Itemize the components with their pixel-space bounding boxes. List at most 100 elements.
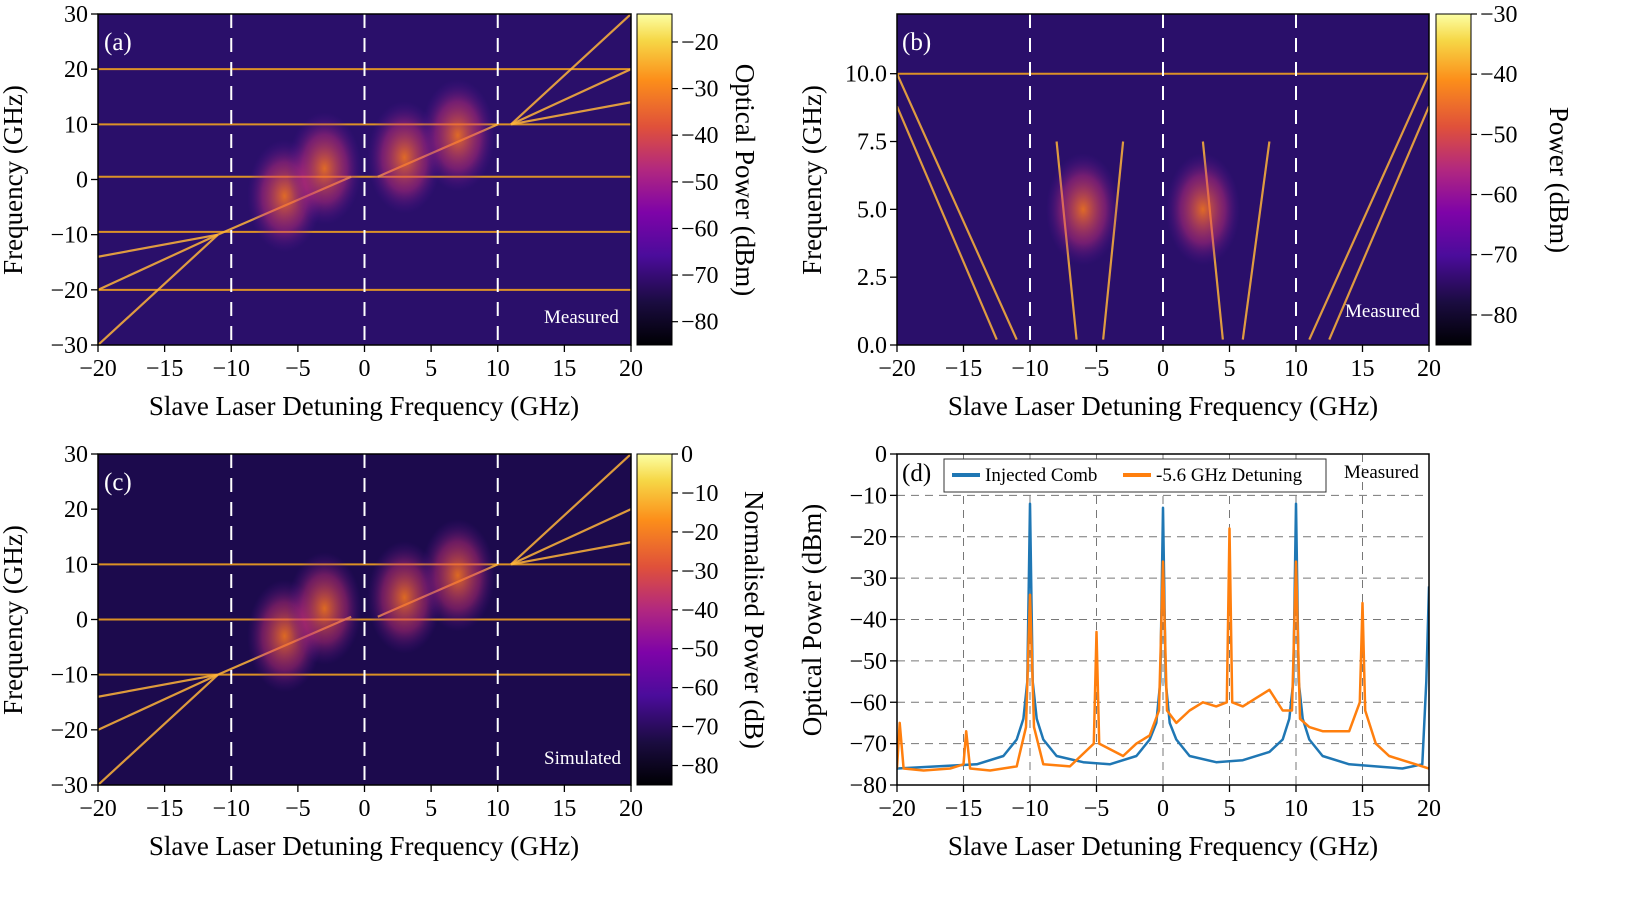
legend-label-injected-comb: Injected Comb <box>985 465 1097 486</box>
lock-region-glow <box>420 79 496 192</box>
spectral-trace <box>1241 141 1271 340</box>
y-tick-label: −10 <box>849 483 887 509</box>
y-tick-label: −30 <box>849 566 887 592</box>
colorbar-tick-label: −60 <box>1480 183 1518 209</box>
spectral-trace <box>98 673 219 785</box>
y-tick-label: 2.5 <box>857 265 887 291</box>
colorbar-tick-label: −80 <box>681 754 719 780</box>
colorbar-tick-label: −40 <box>1480 62 1518 88</box>
simulated-note: Simulated <box>544 748 622 769</box>
colorbar-tick-label: −30 <box>681 559 719 585</box>
y-tick-label: 10 <box>64 552 88 578</box>
x-tick-label: 20 <box>1417 356 1441 382</box>
panel-label: (c) <box>104 469 132 496</box>
colorbar-tick-label: −80 <box>681 310 719 336</box>
y-tick-label: 0 <box>875 442 887 468</box>
lock-region-glow <box>1045 153 1121 266</box>
x-tick-label: 20 <box>619 356 643 382</box>
x-tick-label: −10 <box>1011 356 1049 382</box>
panel-d: (d) Measured Injected Comb -5.6 GHz Detu… <box>797 453 1430 861</box>
series-lines <box>897 502 1429 772</box>
colorbar-tick-label: −10 <box>681 481 719 507</box>
measured-note: Measured <box>544 307 619 328</box>
y-tick-label: −40 <box>849 608 887 634</box>
x-tick-label: −10 <box>1011 796 1049 822</box>
y-tick-label: 0 <box>76 168 88 194</box>
x-tick-label: 15 <box>1351 356 1375 382</box>
y-tick-label: −20 <box>50 718 88 744</box>
panel-c: (c) Simulated Normalised Power (dB) Slav… <box>0 453 769 861</box>
y-tick-label: −10 <box>50 663 88 689</box>
colorbar-tick-label: −70 <box>681 715 719 741</box>
x-tick-label: −15 <box>945 796 983 822</box>
x-tick-label: −5 <box>1084 356 1110 382</box>
x-tick-label: 20 <box>619 796 643 822</box>
x-tick-label: 15 <box>552 356 576 382</box>
legend-label-detuning: -5.6 GHz Detuning <box>1156 465 1303 486</box>
y-tick-label: 0 <box>76 608 88 634</box>
y-tick-label: 7.5 <box>857 130 887 156</box>
spectral-trace <box>98 233 219 345</box>
spectral-trace <box>510 101 631 126</box>
colorbar-tick-label: −70 <box>1480 243 1518 269</box>
panel-label: (a) <box>104 29 132 56</box>
spectral-trace <box>98 233 219 291</box>
colorbar-tick-label: −50 <box>681 170 719 196</box>
x-tick-label: 5 <box>1224 356 1236 382</box>
x-axis-title: Slave Laser Detuning Frequency (GHz) <box>948 391 1378 421</box>
panel-label: (b) <box>902 29 931 56</box>
series-detuning <box>897 527 1429 772</box>
x-tick-label: 0 <box>359 796 371 822</box>
x-tick-label: 0 <box>1157 796 1169 822</box>
x-tick-label: 10 <box>486 796 510 822</box>
spectral-trace <box>98 673 219 731</box>
x-tick-label: −20 <box>878 356 916 382</box>
x-tick-label: 5 <box>425 796 437 822</box>
spectrogram-a <box>98 14 631 345</box>
x-axis-title: Slave Laser Detuning Frequency (GHz) <box>948 831 1378 861</box>
spectral-trace <box>98 233 219 258</box>
y-axis-title: Frequency (GHz) <box>0 85 28 275</box>
colorbar <box>1435 13 1472 346</box>
colorbar-tick-label: −20 <box>681 30 719 56</box>
colorbar-tick-label: 0 <box>681 442 693 468</box>
x-tick-label: 10 <box>1284 356 1308 382</box>
x-tick-label: 0 <box>359 356 371 382</box>
colorbar-label: Optical Power (dBm) <box>730 64 760 296</box>
x-tick-label: −5 <box>285 356 311 382</box>
tick-layer: −20 −15 −10 −5 0 5 10 15 20−30−20−100102030−20−3… <box>50 2 1517 822</box>
spectral-trace <box>510 508 631 566</box>
spectral-trace <box>510 541 631 566</box>
colorbar-tick-label: −50 <box>681 637 719 663</box>
y-tick-label: −80 <box>849 773 887 799</box>
spectral-trace <box>897 73 1018 341</box>
spectral-trace <box>510 454 631 566</box>
y-tick-label: 30 <box>64 442 88 468</box>
measured-note: Measured <box>1344 462 1419 483</box>
y-tick-label: −70 <box>849 732 887 758</box>
x-tick-label: −20 <box>79 356 117 382</box>
y-tick-label: −30 <box>50 333 88 359</box>
spectral-trace <box>897 105 998 341</box>
colorbar-tick-label: −20 <box>681 520 719 546</box>
colorbar-tick-label: −60 <box>681 676 719 702</box>
spectral-trace <box>510 14 631 126</box>
x-tick-label: −10 <box>212 356 250 382</box>
x-tick-label: 5 <box>425 356 437 382</box>
x-tick-label: 10 <box>486 356 510 382</box>
y-tick-label: 20 <box>64 57 88 83</box>
y-tick-label: 0.0 <box>857 333 887 359</box>
y-axis-title: Frequency (GHz) <box>797 85 827 275</box>
y-tick-label: 30 <box>64 2 88 28</box>
colorbar-tick-label: −80 <box>1480 303 1518 329</box>
x-tick-label: 15 <box>552 796 576 822</box>
x-tick-label: −5 <box>285 796 311 822</box>
x-tick-label: −15 <box>146 356 184 382</box>
colorbar-tick-label: −40 <box>681 598 719 624</box>
measured-note: Measured <box>1345 301 1420 322</box>
x-tick-label: −15 <box>146 796 184 822</box>
x-tick-label: −5 <box>1084 796 1110 822</box>
colorbar-tick-label: −30 <box>1480 2 1518 28</box>
y-tick-label: −30 <box>50 773 88 799</box>
